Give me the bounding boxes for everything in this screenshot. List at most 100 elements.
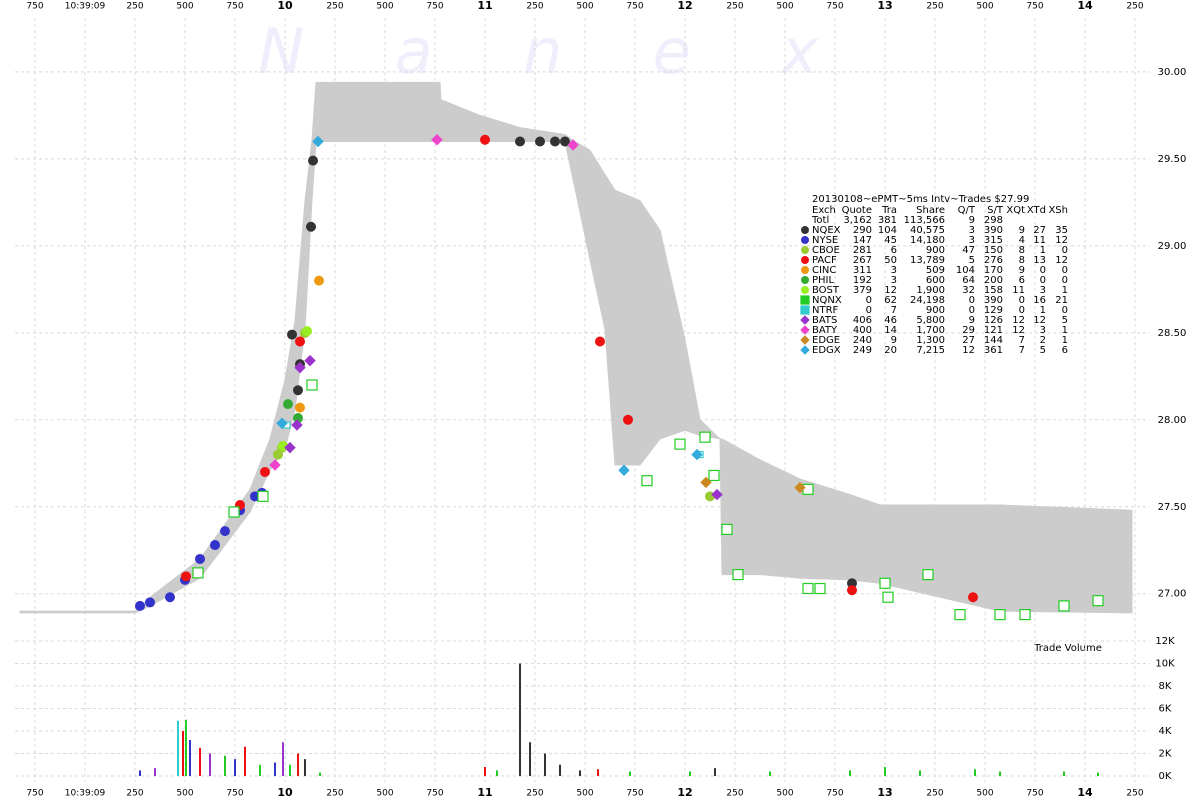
legend-cell: 29 — [962, 325, 975, 336]
legend-cell: 1 — [1040, 245, 1046, 256]
volume-bar — [319, 772, 321, 776]
volume-label: Trade Volume — [1033, 643, 1102, 654]
y-tick-label: 29.50 — [1158, 154, 1187, 165]
legend-cell: 0 — [1062, 305, 1068, 316]
x-tick-label: 500 — [976, 2, 993, 12]
legend-cell: 8 — [1019, 245, 1025, 256]
legend-marker — [800, 335, 810, 345]
legend-cell: 249 — [853, 345, 872, 356]
trade-marker — [306, 379, 318, 391]
legend-cell: 600 — [926, 275, 945, 286]
legend-name: PACF — [812, 255, 837, 266]
legend-cell: 281 — [853, 245, 872, 256]
legend-cell: 509 — [926, 265, 945, 276]
legend-cell: 5,800 — [916, 315, 945, 326]
volume-bar — [274, 762, 276, 776]
volume-bar — [519, 663, 521, 776]
trade-marker — [283, 399, 293, 410]
legend-cell: 290 — [853, 225, 872, 236]
legend-cell: 1,700 — [916, 325, 945, 336]
legend-cell: 45 — [884, 235, 897, 246]
trade-marker — [954, 609, 966, 621]
legend-cell: 0 — [1019, 295, 1025, 306]
legend-cell: 129 — [984, 305, 1003, 316]
x-tick-label: 10:39:09 — [65, 2, 106, 12]
legend-header: Q/T — [958, 205, 976, 216]
legend-name: NQEX — [812, 225, 841, 236]
legend-cell: 379 — [853, 285, 872, 296]
trade-marker — [287, 329, 297, 340]
x-tick-label: 13 — [877, 0, 892, 12]
y-tick-label: 10K — [1155, 659, 1175, 670]
legend-cell: 46 — [884, 315, 897, 326]
x-tick-label: 11 — [477, 786, 492, 799]
legend-cell: 390 — [984, 225, 1003, 236]
trade-marker — [308, 155, 318, 166]
y-tick-label: 30.00 — [1158, 67, 1187, 78]
x-tick-label: 250 — [326, 2, 343, 12]
legend-cell: 11 — [1012, 285, 1025, 296]
legend-cell: 12 — [1033, 315, 1046, 326]
volume-bar — [304, 759, 306, 776]
legend-marker — [801, 226, 809, 234]
legend-cell: 14,180 — [910, 235, 945, 246]
x-tick-label: 750 — [1026, 2, 1043, 12]
legend-cell: 9 — [969, 315, 975, 326]
legend-cell: 1 — [1062, 285, 1068, 296]
legend-cell: 1,300 — [916, 335, 945, 346]
volume-bar — [849, 770, 851, 776]
legend-cell: 12 — [1012, 325, 1025, 336]
legend-cell: 12 — [1055, 235, 1068, 246]
legend-cell: 381 — [878, 215, 897, 226]
x-tick-label: 500 — [376, 2, 393, 12]
trade-marker — [968, 592, 978, 603]
legend-cell: 1 — [1040, 305, 1046, 316]
y-tick-label: 8K — [1159, 681, 1172, 692]
legend-cell: 16 — [1033, 295, 1046, 306]
legend-cell: 9 — [891, 335, 897, 346]
legend-header: XSh — [1048, 205, 1068, 216]
legend-cell: 2 — [1040, 335, 1046, 346]
legend-cell: 9 — [969, 215, 975, 226]
legend-marker — [800, 325, 810, 335]
legend-cell: 6 — [1019, 275, 1025, 286]
x-tick-label: 750 — [626, 2, 643, 12]
legend-cell: 311 — [853, 265, 872, 276]
trade-marker — [284, 441, 296, 454]
trade-marker — [560, 136, 570, 147]
volume-bar — [289, 764, 291, 776]
x-tick-label: 13 — [877, 786, 892, 799]
trade-marker — [293, 385, 303, 396]
legend-header: Quote — [842, 205, 872, 216]
legend-cell: 104 — [956, 265, 975, 276]
legend-cell: 192 — [853, 275, 872, 286]
legend-cell: 240 — [853, 335, 872, 346]
legend-cell: 3 — [891, 275, 897, 286]
volume-bar — [199, 747, 201, 776]
legend-name: EDGX — [812, 345, 841, 356]
legend-cell: 20 — [884, 345, 897, 356]
x-tick-label: 500 — [176, 789, 193, 799]
legend-name: PHIL — [812, 275, 834, 286]
legend-cell: 6 — [891, 245, 897, 256]
legend-cell: 298 — [984, 215, 1003, 226]
trade-marker — [708, 469, 720, 482]
x-tick-label: 500 — [776, 2, 793, 12]
legend-cell: 7 — [1019, 335, 1025, 346]
trade-marker — [882, 591, 894, 603]
x-tick-label: 500 — [576, 2, 593, 12]
x-tick-label: 250 — [1126, 789, 1143, 799]
x-tick-label: 500 — [376, 789, 393, 799]
volume-bar — [177, 720, 179, 776]
volume-bar — [974, 769, 976, 776]
watermark: N a n e x — [258, 15, 819, 88]
legend-cell: 1 — [1062, 335, 1068, 346]
legend-marker — [800, 295, 810, 305]
legend-cell: 3 — [969, 235, 975, 246]
legend-cell: 14 — [884, 325, 897, 336]
y-tick-label: 12K — [1155, 636, 1175, 647]
x-tick-label: 750 — [426, 789, 443, 799]
x-tick-label: 500 — [576, 789, 593, 799]
legend-cell: 406 — [853, 315, 872, 326]
legend-cell: 5 — [1040, 345, 1046, 356]
